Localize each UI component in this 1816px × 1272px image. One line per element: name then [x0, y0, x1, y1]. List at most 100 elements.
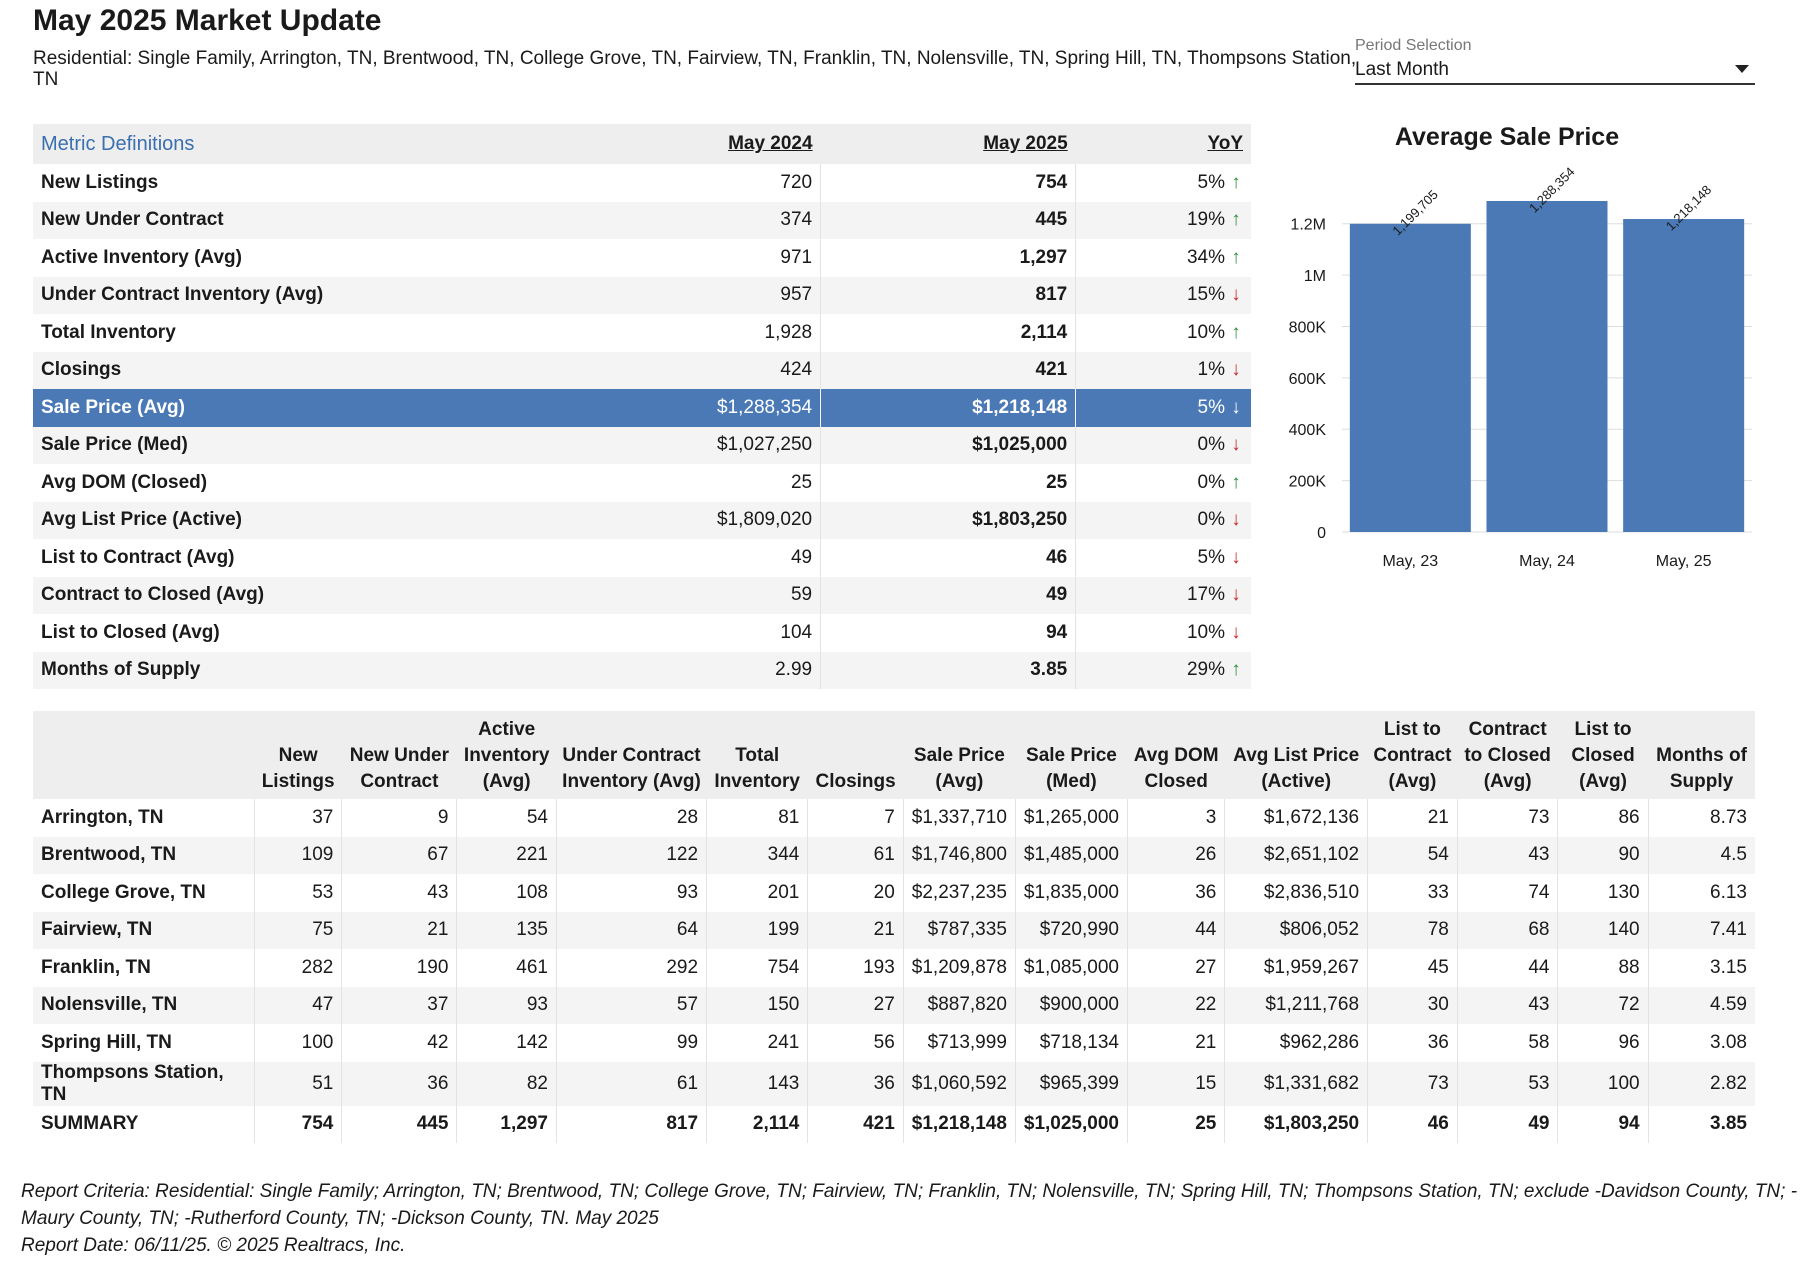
metric-cur-value: $1,025,000 [820, 426, 1077, 464]
metric-yoy-cell: 19% ↑ [1075, 201, 1251, 239]
metric-cur-value: $1,803,250 [820, 501, 1077, 539]
metric-yoy-cell: 1% ↓ [1075, 351, 1251, 389]
summary-cell: 20 [807, 874, 904, 912]
summary-cell: $1,803,250 [1224, 1105, 1369, 1143]
arrow-down-icon: ↓ [1231, 621, 1241, 643]
metric-row[interactable]: Active Inventory (Avg) 971 1,297 34% ↑ [33, 239, 1251, 277]
summary-cell: $718,134 [1015, 1024, 1128, 1062]
metric-row[interactable]: New Listings 720 754 5% ↑ [33, 164, 1251, 202]
metrics-header-cur: May 2025 [820, 124, 1076, 164]
sort-may-2025-link[interactable]: May 2025 [983, 133, 1068, 154]
metric-row[interactable]: Total Inventory 1,928 2,114 10% ↑ [33, 314, 1251, 352]
summary-row: Nolensville, TN 47 37 93 57 150 27 $887,820 $900… [33, 986, 1755, 1024]
summary-cell: 90 [1557, 836, 1649, 874]
arrow-up-icon: ↑ [1231, 171, 1241, 193]
sort-may-2024-link[interactable]: May 2024 [728, 133, 813, 154]
summary-header-area [33, 711, 255, 799]
metric-row[interactable]: Sale Price (Avg) $1,288,354 $1,218,148 5% ↓ [33, 389, 1251, 427]
summary-cell: $1,835,000 [1015, 874, 1128, 912]
summary-area-name: SUMMARY [33, 1105, 255, 1143]
metric-cur-value: 445 [820, 201, 1077, 239]
period-selection-label: Period Selection [1355, 37, 1472, 54]
metric-row[interactable]: List to Closed (Avg) 104 94 10% ↓ [33, 614, 1251, 652]
arrow-up-icon: ↑ [1231, 246, 1241, 268]
summary-area-name: Brentwood, TN [33, 836, 255, 874]
chart-bar[interactable] [1623, 219, 1745, 532]
page-subtitle: Residential: Single Family, Arrington, T… [33, 48, 1357, 90]
metric-yoy-value: 5% [1197, 546, 1225, 568]
summary-cell: 93 [556, 874, 708, 912]
metric-row[interactable]: List to Contract (Avg) 49 46 5% ↓ [33, 539, 1251, 577]
summary-row: College Grove, TN 53 43 108 93 201 20 $2,237,23… [33, 874, 1755, 912]
summary-cell: $1,337,710 [903, 799, 1016, 837]
chart-ytick-label: 800K [1289, 319, 1327, 336]
summary-cell: 3.15 [1710, 956, 1747, 978]
metric-row[interactable]: Under Contract Inventory (Avg) 957 817 15% ↓ [33, 276, 1251, 314]
chart-bar[interactable] [1349, 223, 1471, 532]
metric-cur-value: 817 [820, 276, 1077, 314]
summary-cell: 135 [456, 911, 557, 949]
metric-label: Sale Price (Med) [33, 426, 544, 464]
arrow-down-icon: ↓ [1231, 396, 1241, 418]
average-sale-price-chart: Average Sale Price 0 200K 400K 600K 800K 1M 1.… [1262, 118, 1816, 678]
summary-cell: 7.41 [1648, 911, 1755, 949]
metric-cur-value: $1,218,148 [820, 389, 1077, 427]
metric-cur-value: 2,114 [820, 314, 1077, 352]
summary-cell: 2.82 [1648, 1061, 1755, 1106]
summary-area-name: Spring Hill, TN [33, 1024, 255, 1062]
summary-cell: 43 [1457, 986, 1559, 1024]
summary-cell: 150 [706, 986, 809, 1024]
summary-cell: 190 [341, 949, 458, 987]
summary-cell: 88 [1557, 949, 1649, 987]
summary-cell: $2,836,510 [1224, 874, 1369, 912]
chart-bar[interactable] [1486, 200, 1608, 532]
summary-cell: 817 [556, 1105, 708, 1143]
metric-definitions-link[interactable]: Metric Definitions [41, 132, 195, 155]
summary-row: Spring Hill, TN 100 42 142 99 241 56 $713,999 $7… [33, 1024, 1755, 1062]
sort-yoy-link[interactable]: YoY [1207, 133, 1243, 154]
metric-row[interactable]: Months of Supply 2.99 3.85 29% ↑ [33, 651, 1251, 689]
summary-cell: 461 [456, 949, 557, 987]
metric-row[interactable]: Contract to Closed (Avg) 59 49 17% ↓ [33, 576, 1251, 614]
metric-prev-value: 957 [543, 276, 822, 314]
summary-cell: 15 [1127, 1061, 1226, 1106]
summary-cell: 93 [456, 986, 557, 1024]
summary-cell: 96 [1557, 1024, 1649, 1062]
metric-row[interactable]: Avg DOM (Closed) 25 25 0% ↑ [33, 464, 1251, 502]
summary-header-cell: New Under Contract [341, 711, 457, 799]
summary-area-name: Fairview, TN [33, 911, 255, 949]
summary-cell: $1,211,768 [1224, 986, 1369, 1024]
summary-cell: $806,052 [1224, 911, 1369, 949]
metric-row[interactable]: Avg List Price (Active) $1,809,020 $1,803,… [33, 501, 1251, 539]
metric-prev-value: 1,928 [543, 314, 822, 352]
period-select-dropdown[interactable]: Last Month [1355, 59, 1755, 85]
metric-row[interactable]: New Under Contract 374 445 19% ↑ [33, 201, 1251, 239]
summary-cell: 54 [1367, 836, 1458, 874]
metric-row[interactable]: Closings 424 421 1% ↓ [33, 351, 1251, 389]
summary-cell: 3 [1127, 799, 1226, 837]
summary-cell: 36 [341, 1061, 458, 1106]
summary-cell: 61 [807, 836, 904, 874]
summary-cell: 73 [1367, 1061, 1458, 1106]
metric-label: Contract to Closed (Avg) [33, 576, 544, 614]
metric-yoy-cell: 5% ↓ [1076, 539, 1251, 577]
summary-cell: $965,399 [1015, 1061, 1128, 1106]
summary-cell: 44 [1457, 949, 1559, 987]
summary-cell: 64 [556, 911, 708, 949]
summary-cell: $1,209,878 [903, 949, 1016, 987]
summary-cell: 22 [1127, 986, 1226, 1024]
summary-cell: 754 [254, 1105, 343, 1143]
metric-row[interactable]: Sale Price (Med) $1,027,250 $1,025,000 0% ↓ [33, 426, 1251, 464]
summary-header-cell: Avg List Price (Active) [1224, 711, 1368, 799]
metric-label: List to Contract (Avg) [41, 546, 235, 568]
summary-cell: 140 [1557, 911, 1649, 949]
summary-cell: 109 [254, 836, 343, 874]
period-selection: Period Selection Last Month [1355, 37, 1755, 85]
summary-cell: $900,000 [1015, 986, 1128, 1024]
summary-cell: 241 [706, 1024, 809, 1062]
summary-cell: 86 [1557, 799, 1649, 837]
summary-cell: $720,990 [1015, 911, 1128, 949]
summary-cell: 68 [1457, 911, 1559, 949]
summary-cell: $1,085,000 [1015, 949, 1128, 987]
